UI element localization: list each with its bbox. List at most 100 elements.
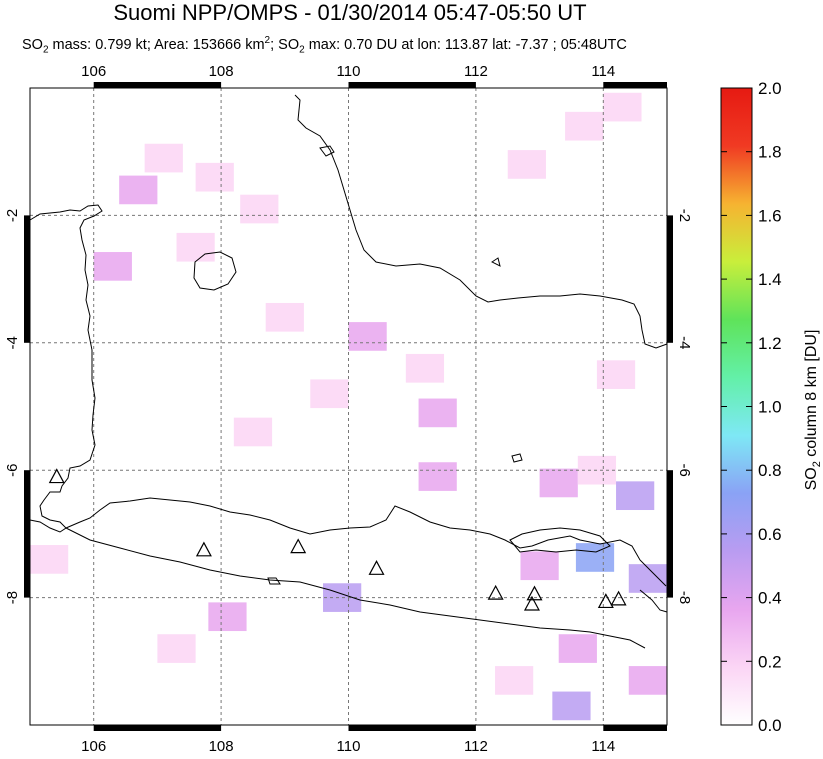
volcano-marker-5 — [526, 585, 543, 601]
cb-tick-label-2: 0.4 — [758, 589, 782, 608]
lon-label-bottom-108: 108 — [209, 738, 234, 755]
java-coastline — [65, 497, 667, 587]
lon-label-top-110: 110 — [337, 63, 361, 80]
lat-label-right--6: -6 — [676, 464, 693, 477]
volcano-marker-3 — [368, 560, 385, 575]
belitung-coastline — [193, 251, 237, 291]
cb-tick-label-4: 0.8 — [758, 461, 782, 480]
sumatra-coastline — [29, 204, 103, 533]
frame-bar-left-3 — [24, 470, 30, 598]
so2-cell-19 — [628, 564, 667, 593]
so2-cell-1 — [195, 162, 234, 192]
so2-cell-24 — [495, 666, 534, 695]
cb-tick-label-1: 0.2 — [758, 652, 782, 671]
so2-cell-27 — [558, 634, 597, 663]
so2-cell-16 — [616, 481, 655, 511]
so2-cell-21 — [208, 602, 247, 632]
cb-tick-label-0: 0.0 — [758, 716, 782, 735]
cb-tick-label-8: 1.6 — [758, 206, 782, 225]
so2-cell-11 — [603, 92, 642, 122]
lon-label-top-112: 112 — [464, 63, 488, 80]
colorbar-ticks: 0.0 0.2 0.4 0.6 0.8 1.0 1.2 1.4 1.6 1.8 2.0 — [721, 79, 782, 735]
lat-label-left--6: -6 — [4, 464, 21, 477]
cb-tick-label-9: 1.8 — [758, 143, 782, 162]
colorbar-label: SO2 column 8 km [DU] — [803, 330, 823, 491]
so2-cell-29 — [233, 417, 273, 447]
so2-cell-0 — [144, 143, 183, 173]
cb-tick-label-7: 1.4 — [758, 270, 782, 289]
so2-cell-12 — [418, 398, 457, 428]
volcano-marker-0 — [48, 468, 65, 484]
so2-cell-5 — [176, 232, 215, 262]
map-title: Suomi NPP/OMPS - 01/30/2014 05:47-05:50 … — [113, 0, 587, 25]
bali-coastline — [639, 589, 668, 613]
axis-labels: 106 106 108 108 110 110 112 112 114 114 -2 -2 -4 -4 -6… — [4, 63, 693, 755]
so2-cell-8 — [405, 353, 445, 383]
volcano-marker-4 — [487, 584, 504, 600]
lon-label-bottom-106: 106 — [81, 738, 106, 755]
small-island-1 — [319, 145, 335, 157]
so2-cell-2 — [119, 175, 158, 205]
coastline-layer — [29, 94, 668, 649]
lat-label-left--8: -8 — [4, 591, 21, 604]
so2-cell-4 — [93, 252, 132, 281]
so2-cell-9 — [507, 150, 546, 179]
lat-label-right--4: -4 — [676, 336, 693, 349]
frame-bar-top-1 — [93, 82, 222, 88]
frame-bar-top-3 — [348, 82, 476, 88]
so2-cell-26 — [628, 666, 667, 695]
grid-layer — [30, 88, 667, 725]
frame-bar-bottom-5 — [603, 725, 667, 731]
kalimantan-coastline — [294, 94, 668, 349]
lon-label-top-114: 114 — [591, 63, 615, 80]
volcano-marker-7 — [597, 593, 614, 609]
frame-bars — [24, 82, 673, 731]
volcano-layer — [48, 468, 627, 611]
madura-coastline — [509, 527, 611, 553]
so2-cell-23 — [30, 545, 69, 574]
map-subtitle: SO2 mass: 0.799 kt; Area: 153666 km2; SO… — [22, 35, 627, 56]
so2-cell-25 — [552, 691, 591, 721]
so2-cell-28 — [596, 360, 636, 389]
cb-tick-label-6: 1.2 — [758, 334, 782, 353]
small-island-4 — [267, 577, 281, 585]
so2-cell-14 — [539, 468, 578, 498]
so2-cell-13 — [418, 462, 457, 491]
cb-tick-label-5: 1.0 — [758, 398, 782, 417]
volcano-marker-8 — [610, 590, 627, 606]
lon-label-bottom-114: 114 — [591, 738, 615, 755]
frame-bar-top-5 — [603, 82, 667, 88]
so2-cell-10 — [565, 111, 604, 141]
lat-label-left--2: -2 — [4, 209, 21, 222]
so2-cell-6 — [265, 302, 304, 332]
frame-bar-bottom-3 — [348, 725, 476, 731]
frame-bar-left-1 — [24, 215, 30, 343]
colorbar: 0.0 0.2 0.4 0.6 0.8 1.0 1.2 1.4 1.6 1.8 2.0 SO2 co… — [720, 79, 823, 735]
lat-label-right--2: -2 — [676, 209, 693, 222]
lon-label-bottom-112: 112 — [464, 738, 488, 755]
lat-label-left--4: -4 — [4, 336, 21, 349]
cb-tick-label-10: 2.0 — [758, 79, 782, 98]
so2-cell-17 — [520, 551, 559, 581]
small-island-3 — [511, 453, 523, 463]
cb-tick-label-3: 0.6 — [758, 525, 782, 544]
map-panel: 106 106 108 108 110 110 112 112 114 114 -2 -2 -4 -4 -6… — [4, 63, 693, 755]
java-south-coastline — [65, 527, 646, 649]
so2-cell-22 — [157, 634, 196, 663]
lon-label-top-106: 106 — [81, 63, 106, 80]
frame-bar-bottom-1 — [93, 725, 222, 731]
so2-cell-30 — [310, 379, 349, 409]
small-island-2 — [491, 257, 501, 267]
lon-label-bottom-110: 110 — [337, 738, 361, 755]
volcano-marker-2 — [290, 538, 307, 554]
so2-cell-7 — [348, 322, 387, 351]
frame-bar-right-1 — [667, 215, 673, 343]
lat-label-right--8: -8 — [676, 591, 693, 604]
volcano-marker-6 — [523, 595, 540, 611]
so2-cell-3 — [240, 194, 279, 224]
volcano-marker-1 — [195, 541, 212, 557]
frame-bar-right-3 — [667, 470, 673, 598]
so2-cell-18 — [575, 543, 615, 572]
lon-label-top-108: 108 — [209, 63, 234, 80]
